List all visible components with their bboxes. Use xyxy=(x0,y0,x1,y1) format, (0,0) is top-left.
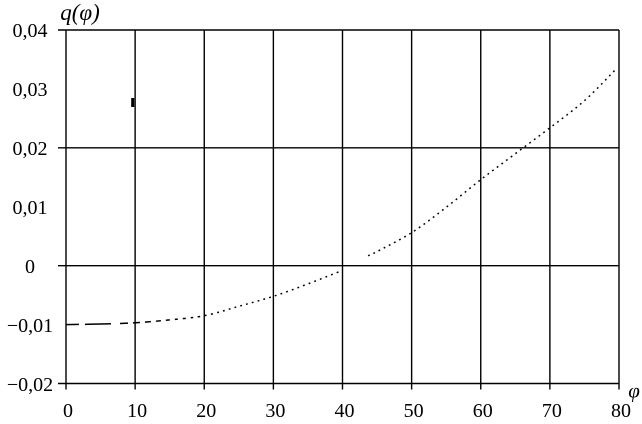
x-tick-label: 50 xyxy=(403,400,424,422)
y-tick-label: −0,02 xyxy=(6,373,54,396)
x-axis-title: φ xyxy=(628,378,640,403)
y-tick-label: 0,02 xyxy=(12,137,48,160)
y-axis-title: q(φ) xyxy=(60,0,100,25)
y-tick-label: 0 xyxy=(25,255,35,278)
y-tick-label: 0,01 xyxy=(12,196,48,219)
y-tick-label: 0,04 xyxy=(12,20,48,42)
x-tick-label: 40 xyxy=(334,400,355,422)
curve-q(φ) xyxy=(65,269,343,326)
x-tick-label: 0 xyxy=(63,400,73,422)
x-tick-label: 20 xyxy=(196,400,217,422)
x-tick-label: 30 xyxy=(265,400,286,422)
curve-q(φ) xyxy=(367,68,617,257)
x-tick-label: 60 xyxy=(472,400,493,422)
y-tick-label: 0,03 xyxy=(12,78,48,101)
scan-artifact xyxy=(131,98,135,107)
x-tick-label: 80 xyxy=(611,400,631,422)
y-tick-label: −0,01 xyxy=(6,314,54,337)
x-tick-label: 10 xyxy=(127,400,148,422)
x-tick-label: 70 xyxy=(541,400,562,422)
